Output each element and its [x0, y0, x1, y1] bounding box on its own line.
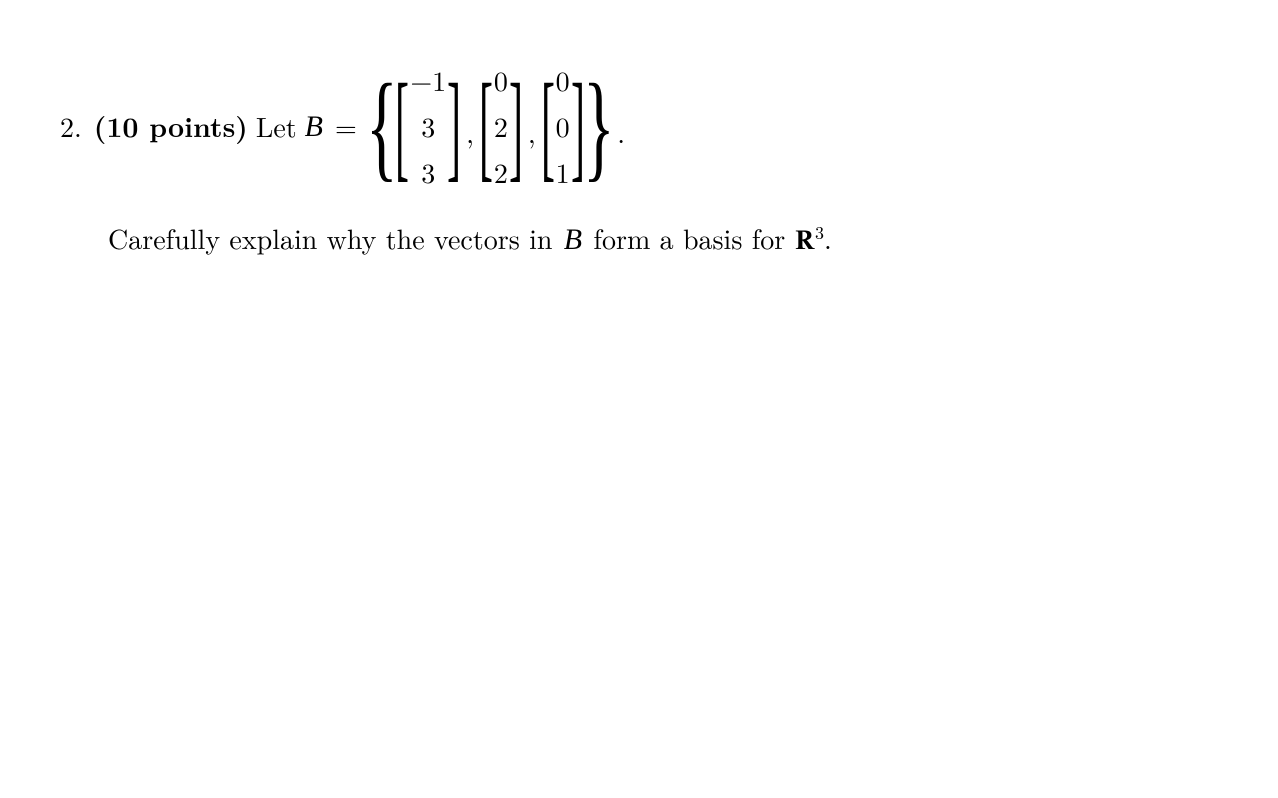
period: . — [617, 114, 625, 150]
vector-entry: 0 — [494, 66, 508, 94]
right-brace: } — [583, 75, 615, 177]
page: 2. (10 points) Let B = { [ −1 3 3 ] , — [0, 0, 1278, 260]
let-label: Let — [256, 108, 297, 144]
vectors-row: [ −1 3 3 ] , [ 0 2 2 ] — [396, 60, 583, 192]
points-label: (10 points) — [94, 108, 248, 144]
vector-entry: 3 — [421, 158, 435, 186]
vector-1: [ −1 3 3 ] — [398, 60, 458, 192]
vector-3: [ 0 0 1 ] — [544, 60, 582, 192]
vector-2: [ 0 2 2 ] — [482, 60, 520, 192]
set-name: B — [303, 107, 325, 146]
problem-number: 2. — [60, 108, 82, 144]
vector-entry: −1 — [410, 66, 446, 94]
problem-statement: 2. (10 points) Let B = { [ −1 3 3 ] , — [60, 60, 1218, 192]
vector-entry: 1 — [556, 158, 570, 186]
left-bracket-icon: [ — [479, 78, 493, 174]
left-brace: { — [366, 75, 398, 177]
equals-sign: = — [325, 108, 367, 144]
question-line: Carefully explain why the vectors in B f… — [108, 220, 1218, 260]
right-bracket-icon: ] — [509, 78, 523, 174]
left-bracket-icon: [ — [395, 78, 409, 174]
question-prefix: Carefully explain why the vectors in — [108, 218, 562, 258]
vector-entry: 0 — [556, 112, 570, 140]
set-name-inline: B — [562, 223, 584, 256]
separator-comma: , — [460, 114, 480, 150]
vector-1-column: −1 3 3 — [406, 60, 450, 192]
space-exponent: 3 — [815, 220, 824, 245]
question-end: . — [824, 218, 832, 258]
real-space-symbol: R — [795, 224, 813, 260]
left-bracket-icon: [ — [541, 78, 555, 174]
vector-entry: 2 — [494, 158, 508, 186]
vector-set: { [ −1 3 3 ] , [ 0 2 — [367, 60, 613, 192]
vector-entry: 0 — [556, 66, 570, 94]
vector-entry: 2 — [494, 112, 508, 140]
question-mid: form a basis for — [584, 218, 794, 258]
vector-entry: 3 — [421, 112, 435, 140]
separator-comma: , — [522, 114, 542, 150]
right-bracket-icon: ] — [447, 78, 461, 174]
